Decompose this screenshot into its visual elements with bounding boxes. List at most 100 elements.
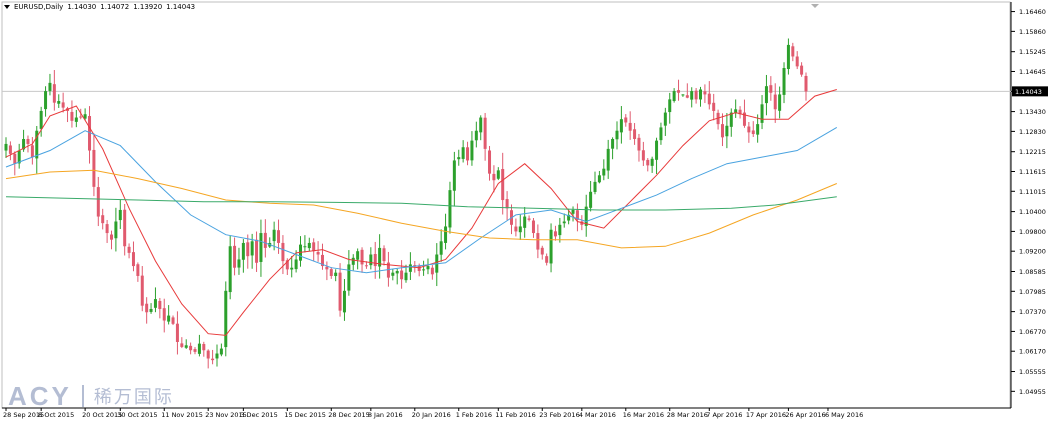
candle-body (712, 102, 716, 111)
x-tick-label: 30 Oct 2015 (117, 411, 157, 419)
candle-body (211, 358, 215, 361)
candle-body (136, 264, 140, 276)
candle-body (400, 270, 404, 280)
candle-body (378, 247, 382, 267)
candle-body (694, 90, 698, 100)
candle-body (461, 147, 465, 159)
candle-body (70, 111, 74, 121)
dropdown-triangle-icon[interactable] (4, 5, 10, 9)
x-tick-label: 4 Mar 2016 (579, 411, 616, 419)
candle-body (791, 46, 795, 57)
candle-body (114, 221, 118, 239)
y-tick-label: 1.12215 (1019, 148, 1046, 156)
candle-body (430, 267, 434, 275)
candle-body (395, 271, 399, 274)
candle-body (197, 343, 201, 354)
candle-body (307, 242, 311, 249)
candle-body (804, 75, 808, 92)
candle-body (316, 251, 320, 255)
candle-body (233, 245, 237, 268)
candle-body (505, 199, 509, 209)
candle-body (457, 157, 461, 160)
candle-body (83, 114, 87, 119)
candle-body (57, 101, 61, 104)
candle-body (448, 190, 452, 228)
y-tick-label: 1.13430 (1019, 108, 1046, 116)
candle-body (140, 275, 144, 306)
candle-body (751, 130, 755, 135)
y-tick-label: 1.06770 (1019, 328, 1046, 336)
candle-body (764, 86, 768, 104)
watermark-divider (81, 385, 84, 407)
ma-line-ma_mid (5, 126, 838, 274)
symbol-label: EURUSD,Daily (14, 3, 64, 11)
candle-body (17, 150, 21, 164)
candle-body (725, 125, 729, 137)
candle-body (786, 44, 790, 70)
candle-body (303, 246, 307, 248)
candle-body (549, 229, 553, 264)
candle-body (426, 266, 430, 270)
x-tick-label: 28 Sep 2015 (3, 411, 44, 419)
x-tick-label: 28 Mar 2016 (667, 411, 708, 419)
x-tick-label: 1 Feb 2016 (456, 411, 492, 419)
y-tick-label: 1.15245 (1019, 48, 1046, 56)
y-tick-label: 1.14645 (1019, 68, 1046, 76)
y-tick-label: 1.12830 (1019, 128, 1046, 136)
candle-body (606, 148, 610, 171)
x-tick-label: 3 Dec 2015 (240, 411, 277, 419)
candle-body (668, 99, 672, 113)
candle-body (615, 130, 619, 140)
candle-body (523, 216, 527, 228)
candle-body (518, 226, 522, 233)
x-tick-label: 7 Apr 2016 (706, 411, 742, 419)
candle-body (633, 129, 637, 139)
low-value: 1.13920 (133, 3, 163, 11)
candle-body (237, 259, 241, 268)
candle-body (571, 209, 575, 214)
candle-body (74, 117, 78, 122)
candle-body (351, 257, 355, 265)
y-tick-label: 1.08585 (1019, 268, 1046, 276)
candle-body (39, 110, 43, 129)
candle-body (404, 272, 408, 281)
candle-body (567, 214, 571, 221)
candle-body (88, 116, 92, 151)
x-tick-label: 11 Feb 2016 (495, 411, 535, 419)
candle-body (483, 117, 487, 149)
x-tick-label: 11 Nov 2015 (161, 411, 203, 419)
scroll-marker-icon (811, 4, 819, 8)
candle-body (452, 160, 456, 191)
y-tick-label: 1.06170 (1019, 348, 1046, 356)
candle-body (782, 68, 786, 95)
watermark-en: ACY (8, 380, 72, 411)
high-value: 1.14072 (100, 3, 130, 11)
candle-body (175, 323, 179, 342)
candle-body (413, 265, 417, 267)
candle-body (408, 264, 412, 272)
candle-body (334, 272, 338, 277)
candle-body (536, 233, 540, 250)
candle-body (527, 218, 531, 220)
candle-body (531, 220, 535, 234)
candle-body (703, 91, 707, 95)
y-tick-label: 1.15860 (1019, 28, 1046, 36)
candle-body (690, 91, 694, 100)
candle-body (422, 269, 426, 271)
candle-body (79, 116, 83, 118)
candle-body (145, 303, 149, 313)
x-tick-label: 23 Feb 2016 (539, 411, 579, 419)
candle-body (470, 140, 474, 161)
candle-body (215, 353, 219, 359)
candle-body (720, 124, 724, 138)
candle-body (655, 140, 659, 160)
x-tick-label: 17 Apr 2016 (746, 411, 786, 419)
candle-body (474, 130, 478, 141)
candle-body (417, 265, 421, 272)
candle-body (312, 242, 316, 252)
candle-body (756, 124, 760, 135)
x-tick-label: 8 Oct 2015 (38, 411, 74, 419)
candle-body (342, 290, 346, 313)
candle-body (356, 251, 360, 260)
candle-body (699, 89, 703, 100)
